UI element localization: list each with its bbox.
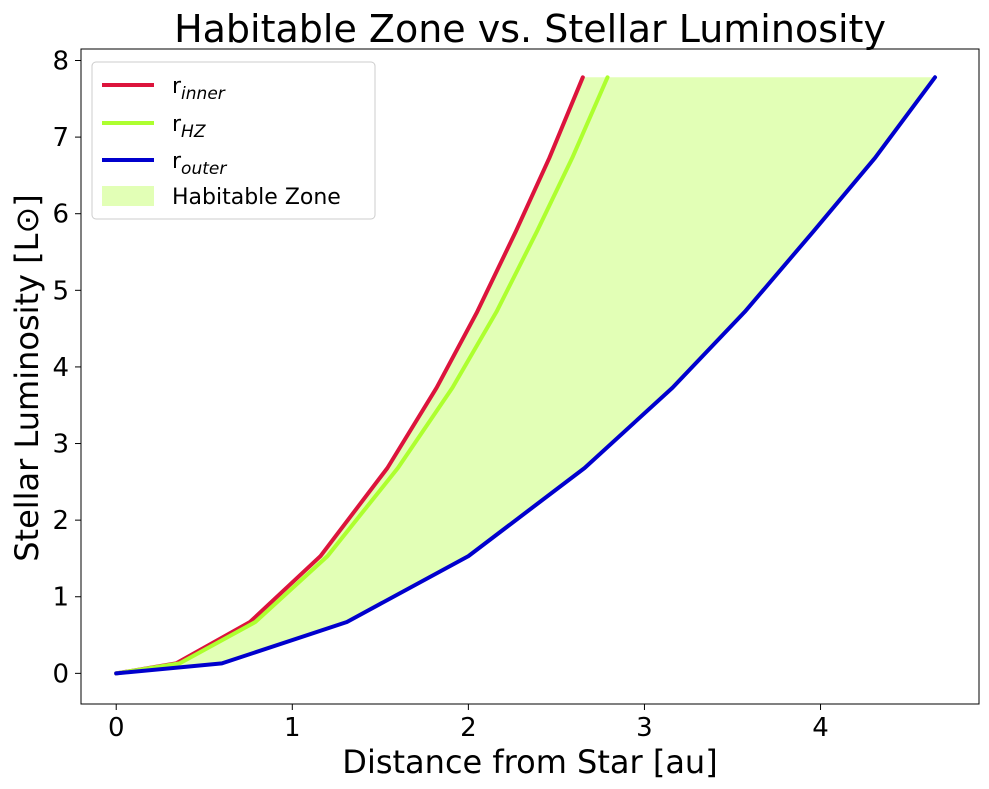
y-tick-label: 4: [52, 353, 69, 383]
plot-area: [114, 75, 937, 676]
series-line-r-hz: [114, 75, 610, 676]
y-tick-label: 6: [52, 200, 69, 230]
y-tick-label: 3: [52, 430, 69, 460]
x-tick-label: 2: [460, 713, 477, 743]
legend-box: [91, 61, 376, 220]
y-tick-label: 5: [52, 276, 69, 306]
legend-patch-habitable-zone: [102, 186, 154, 206]
legend: rinner rHZ router Habitable Zone: [91, 61, 376, 220]
y-tick-label: 1: [52, 583, 69, 613]
x-tick-label: 0: [108, 713, 125, 743]
plot-frame: [80, 48, 980, 705]
axes: 0 1 2 3 4 0 1 2 3 4 5 6 7 8: [52, 46, 980, 743]
y-tick-label: 2: [52, 506, 69, 536]
x-tick-label: 3: [636, 713, 653, 743]
series-line-r-outer: [114, 75, 937, 676]
y-tick-label: 0: [52, 659, 69, 689]
x-tick-label: 1: [284, 713, 301, 743]
chart-title: Habitable Zone vs. Stellar Luminosity: [174, 7, 886, 51]
series-line-r-inner: [114, 75, 585, 676]
legend-label-r-outer: router: [172, 149, 227, 179]
y-tick-label: 7: [52, 123, 69, 153]
legend-label-habitable-zone: Habitable Zone: [172, 185, 341, 210]
x-tick-label: 4: [812, 713, 829, 743]
x-axis-label: Distance from Star [au]: [342, 743, 717, 781]
y-tick-label: 8: [52, 46, 69, 76]
legend-label-r-inner: rinner: [172, 74, 226, 104]
legend-label-r-hz: rHZ: [172, 112, 206, 142]
y-axis-label: Stellar Luminosity [L⊙]: [8, 194, 46, 562]
habitable-zone-fill: [116, 77, 935, 674]
